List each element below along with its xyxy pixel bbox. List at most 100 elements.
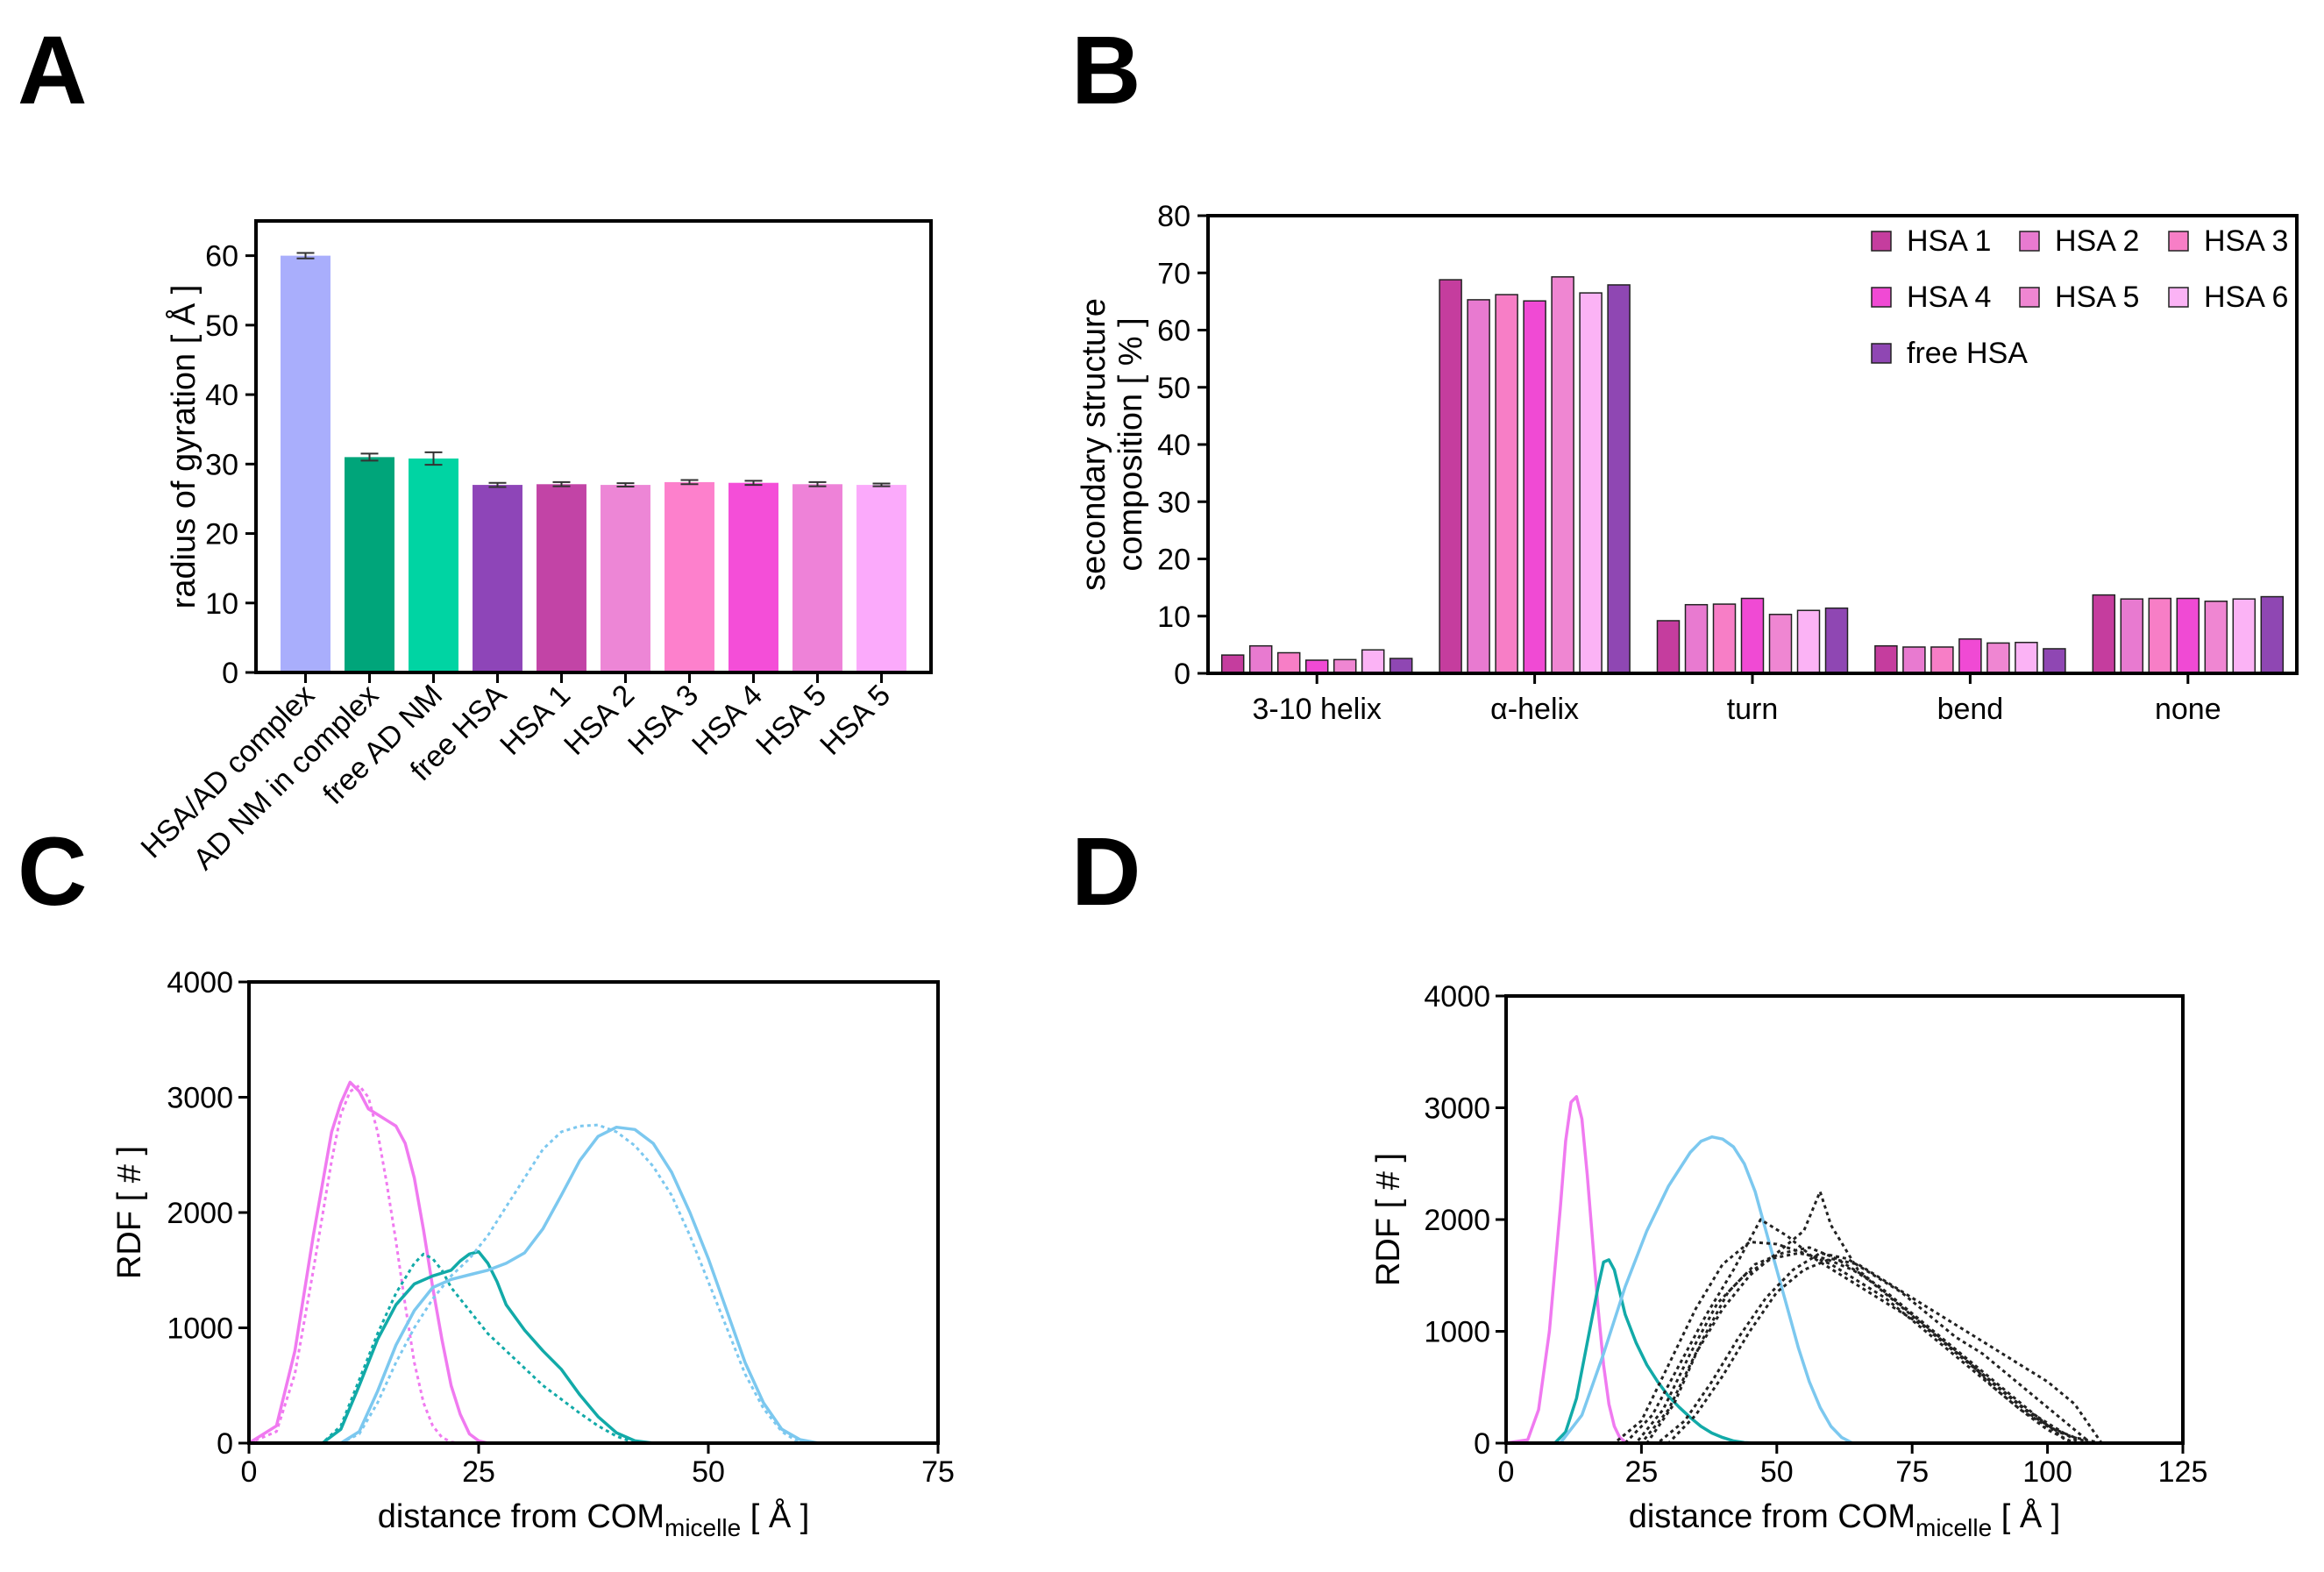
bar-free-hsa (473, 485, 522, 672)
legend-label: free HSA (1907, 337, 2028, 370)
legend-label: HSA 4 (1907, 281, 1991, 314)
y-tick-label: 40 (205, 379, 238, 412)
legend-label: HSA 1 (1907, 224, 1991, 258)
series-teal-dotted (249, 1252, 938, 1445)
x-axis-label: distance from COMmicelle [ Å ] (1629, 1497, 2061, 1541)
bar-hsa-1 (537, 484, 586, 672)
series-black-2 (1506, 1190, 2183, 1445)
legend-label: HSA 5 (2055, 281, 2139, 314)
chart-c-rdf: 0 1000 2000 3000 4000 0 25 50 75 RDF [ # ] distanc… (111, 966, 955, 1541)
panel-letter-d: D (1071, 818, 1141, 926)
x-axis-label-main: distance from COM (378, 1498, 665, 1535)
y-axis-label-line-1: secondary structure (1076, 298, 1112, 591)
y-axis-label-line-2: composition [ % ] (1112, 317, 1149, 571)
y-tick-label: 3000 (167, 1082, 233, 1115)
bar-turn-free-hsa (1824, 607, 1849, 674)
bar-hsa-4 (728, 482, 778, 672)
bar-helix-free-hsa (1607, 284, 1631, 674)
x-tick-label: HSA 4 (686, 679, 769, 762)
plot-frame (1504, 994, 2185, 1445)
legend-item-hsa-6: HSA 6 (2168, 281, 2288, 314)
bar-bend-hsa-1 (1874, 644, 1898, 674)
series-black-1 (1506, 1241, 2183, 1445)
bar-turn-hsa-5 (1768, 614, 1793, 674)
panel-letter-a: A (18, 17, 87, 124)
legend-item-hsa-4: HSA 4 (1871, 281, 1991, 314)
x-tick-label: 0 (241, 1455, 258, 1489)
bar-helix-hsa-1 (1439, 279, 1462, 674)
legend: HSA 1 HSA 2 HSA 3 HSA 4 HSA 5 HSA 6 free HSA (1871, 224, 2288, 370)
x-tick-label: HSA 5 (750, 679, 833, 762)
bar-free-ad-nm (409, 458, 458, 672)
y-axis-label: RDF [ # ] (111, 1146, 148, 1279)
x-tick-label: 75 (921, 1455, 955, 1489)
x-tick-label: turn (1727, 693, 1779, 726)
y-tick-label: 70 (1157, 257, 1190, 290)
x-tick-label: HSA 2 (558, 679, 641, 762)
legend-swatch (2019, 231, 2040, 252)
bar-ad-nm-in-complex (345, 457, 394, 672)
legend-item-hsa-3: HSA 3 (2168, 224, 2288, 258)
series-black-5 (1506, 1251, 2183, 1445)
y-tick-label: 3000 (1424, 1092, 1490, 1126)
legend-swatch (1871, 287, 1892, 308)
legend-swatch (2168, 231, 2189, 252)
plot-frame (254, 219, 933, 674)
y-tick-label: 50 (1157, 372, 1190, 405)
x-axis-label: distance from COMmicelle [ Å ] (378, 1497, 810, 1541)
bar-3-10-helix-hsa-2 (1248, 644, 1273, 674)
plot-frame (247, 980, 940, 1445)
legend-label: HSA 6 (2204, 281, 2288, 314)
x-axis-label-subscript: micelle (665, 1514, 741, 1541)
y-tick-label: 20 (1157, 544, 1190, 577)
x-axis-label-unit: [ Å ] (1992, 1497, 2060, 1535)
y-tick-label: 60 (1157, 315, 1190, 348)
x-tick-label: 50 (692, 1455, 725, 1489)
bar-none-hsa-2 (2120, 598, 2144, 674)
bar-turn-hsa-3 (1712, 603, 1737, 674)
series-black-6 (1506, 1257, 2183, 1445)
series-cyan-dotted (249, 1123, 938, 1445)
y-tick-label: 0 (1474, 1427, 1490, 1461)
x-tick-label: HSA 1 (494, 679, 577, 762)
bar-3-10-helix-hsa-1 (1220, 654, 1245, 674)
series-magenta-dotted (248, 1084, 938, 1445)
x-tick-label: 0 (1498, 1455, 1515, 1489)
y-tick-label: 20 (205, 518, 238, 551)
y-tick-label: 40 (1157, 429, 1190, 462)
legend-item-hsa-2: HSA 2 (2019, 224, 2139, 258)
y-axis-label: RDF [ # ] (1370, 1153, 1407, 1286)
legend-swatch (1871, 231, 1892, 252)
bar-helix-hsa-3 (1495, 294, 1518, 674)
series-cyan-solid (249, 1125, 938, 1445)
bar-hsa-5 (792, 484, 842, 672)
bar-none-free-hsa (2260, 595, 2285, 674)
legend-label: HSA 2 (2055, 224, 2139, 258)
bar-hsa-ad-complex (281, 255, 330, 672)
x-axis-label-main: distance from COM (1629, 1498, 1915, 1535)
y-tick-label: 0 (217, 1427, 233, 1461)
x-axis-label-subscript: micelle (1915, 1514, 1992, 1541)
series-black-4 (1506, 1251, 2183, 1445)
y-tick-label: 50 (205, 309, 238, 343)
plot-frame (1206, 214, 2299, 675)
bar-turn-hsa-4 (1740, 597, 1765, 674)
bar-none-hsa-3 (2148, 597, 2172, 674)
bar-3-10-helix-hsa-5 (1333, 658, 1357, 674)
bar-none-hsa-1 (2092, 594, 2116, 674)
bar-3-10-helix-hsa-3 (1276, 651, 1301, 674)
y-tick-label: 4000 (167, 966, 233, 999)
y-tick-label: 10 (1157, 601, 1190, 634)
y-tick-label: 1000 (167, 1312, 233, 1346)
chart-d-rdf: 0 1000 2000 3000 4000 0 25 50 75 100 125 RDF [ # ] d… (1370, 980, 2207, 1541)
y-tick-label: 2000 (1424, 1204, 1490, 1237)
y-tick-label: 10 (205, 587, 238, 621)
series-teal-solid (249, 1249, 938, 1445)
bar-helix-hsa-6 (1579, 292, 1603, 674)
x-tick-label: HSA 3 (622, 679, 705, 762)
x-tick-label: 25 (462, 1455, 495, 1489)
bar-none-hsa-6 (2232, 598, 2256, 674)
panel-letter-b: B (1071, 17, 1141, 124)
bar-bend-hsa-4 (1958, 638, 1982, 674)
